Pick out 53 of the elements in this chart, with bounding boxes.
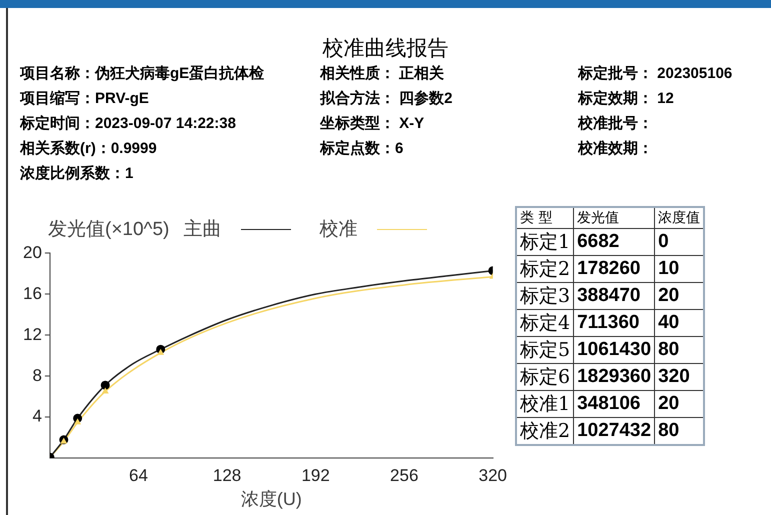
text: 坐标类型： X-Y [320, 114, 426, 133]
text: 发光值 [574, 207, 655, 228]
text: 320 [654, 364, 704, 390]
y-tick-label: 8 [32, 366, 42, 385]
x-tick-label: 192 [301, 466, 330, 485]
text: 标定5 [516, 336, 574, 364]
text: 80 [654, 336, 704, 364]
x-tick-label: 64 [129, 466, 148, 485]
legend-label: 主曲 [183, 218, 222, 242]
y-tick-label: 4 [32, 406, 42, 426]
text: 10 [654, 256, 704, 282]
point [60, 438, 67, 444]
y-tick-label: 20 [22, 242, 42, 262]
text: 浓度比例系数：1 [20, 164, 134, 183]
point [102, 388, 108, 394]
y-tick-label: 16 [22, 284, 42, 303]
text: 20 [654, 390, 704, 418]
text: 校准1 [516, 390, 574, 418]
point [158, 349, 164, 355]
text: 浓度值 [654, 207, 704, 228]
text: 标定3 [516, 282, 574, 310]
text: 标定2 [516, 256, 574, 282]
text: 6682 [574, 228, 655, 256]
text: 388470 [574, 282, 655, 310]
text: 1829360 [574, 364, 655, 390]
text: 178260 [574, 256, 655, 282]
text: 1027432 [574, 418, 655, 445]
text: 711360 [574, 310, 655, 336]
y-axis-title: 发光值(×10^5) [48, 218, 170, 242]
point [100, 380, 110, 390]
text: 20 [654, 282, 704, 310]
legend-label: 校准 [319, 218, 358, 242]
x-tick-label: 128 [212, 466, 242, 485]
text: 类 型 [516, 207, 574, 228]
y-tick-label: 12 [22, 324, 42, 344]
text: 0 [654, 228, 704, 256]
text: 标定6 [516, 364, 574, 390]
text: 348106 [574, 390, 655, 418]
text: 项目缩写：PRV-gE [20, 89, 150, 108]
text: 40 [654, 310, 704, 336]
text: 项目名称：伪狂犬病毒gE蛋白抗体检 [20, 64, 266, 83]
x-tick-label: 320 [478, 466, 508, 485]
x-axis-title: 浓度(U) [240, 489, 302, 510]
text: 标定4 [516, 310, 574, 336]
point [74, 418, 81, 424]
text: 1061430 [574, 336, 655, 364]
text: 校准2 [516, 418, 574, 445]
text: 80 [654, 418, 704, 445]
text: 标定1 [516, 228, 574, 256]
x-tick-label: 256 [390, 466, 418, 485]
text: 相关系数(r)：0.9999 [20, 139, 158, 158]
chart-title: 校准曲线报告 [322, 36, 450, 62]
text: 相关性质： 正相关 [320, 64, 446, 83]
